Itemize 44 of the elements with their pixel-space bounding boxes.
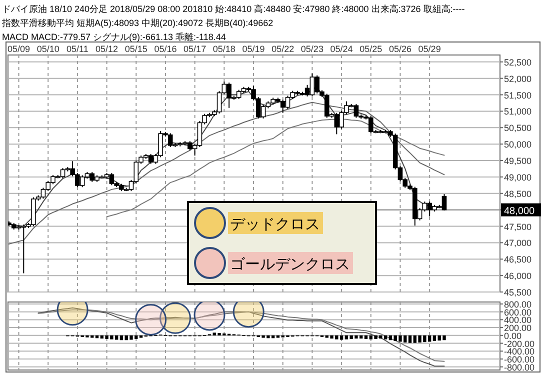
x-tick-label: 05/18	[212, 44, 236, 54]
chart-title: ドバイ原油 18/10 240分足 2018/05/29 08:00 201810 始:48410 高:48480 安:47980 終:48000 出来高:3726 取組高:----	[2, 4, 465, 14]
y-tick-label: 52,500	[504, 57, 532, 68]
x-tick-label: 05/24	[330, 44, 353, 54]
y-tick-label: 46,000	[504, 271, 532, 282]
y-tick-label: 600.00	[504, 307, 532, 318]
x-tick-label: 05/16	[154, 44, 177, 54]
y-tick-label: 47,000	[504, 238, 532, 248]
x-tick-label: 05/26	[388, 44, 412, 54]
y-tick-label: 45,500	[504, 288, 532, 298]
y-tick-label: 0.00	[504, 330, 522, 341]
y-tick-label: 46,500	[504, 254, 532, 265]
x-tick-label: 05/25	[360, 44, 382, 54]
y-tick-label: -800.00	[504, 362, 535, 372]
x-tick-label: 05/23	[300, 44, 324, 54]
legend-label: デッドクロス	[230, 216, 320, 233]
y-tick-label: 49,500	[504, 156, 532, 166]
x-tick-label: 05/22	[272, 44, 294, 54]
y-tick-label: -400.00	[504, 346, 535, 357]
text: MACD MACD:-779.57 シグナル(9):-661.13 乖離:-118.44	[2, 32, 226, 42]
ref-line-label: 48,000	[504, 206, 536, 217]
y-tick-label: 51,000	[504, 106, 532, 117]
y-tick-label: -200.00	[504, 338, 535, 349]
x-tick-label: 05/12	[96, 44, 118, 54]
x-tick-label: 05/19	[242, 44, 265, 54]
y-tick-label: 400.00	[504, 315, 532, 326]
y-tick-label: 50,500	[504, 123, 532, 134]
x-tick-label: 05/10	[36, 44, 60, 54]
y-tick-label: -600.00	[504, 354, 535, 364]
y-tick-label: 47,500	[504, 222, 532, 232]
y-tick-label: 200.00	[504, 323, 532, 334]
y-tick-label: 48,500	[504, 188, 532, 199]
y-tick-label: 50,000	[504, 140, 532, 150]
x-tick-label: 05/09	[7, 44, 30, 54]
x-tick-label: 05/29	[418, 44, 441, 54]
y-tick-label: 800.00	[504, 299, 532, 310]
x-tick-label: 05/15	[124, 44, 148, 54]
chart-subtitle: 指数平滑移動平均 短期A(5):48093 中期(20):49072 長期B(40):49662	[1, 18, 274, 28]
x-tick-label: 05/11	[66, 44, 88, 54]
y-tick-label: 51,500	[504, 90, 532, 100]
y-tick-label: 49,000	[504, 172, 532, 182]
y-tick-label: 52,000	[504, 74, 532, 84]
legend-label: ゴールデンクロス	[230, 256, 350, 273]
x-tick-label: 05/17	[184, 44, 206, 54]
